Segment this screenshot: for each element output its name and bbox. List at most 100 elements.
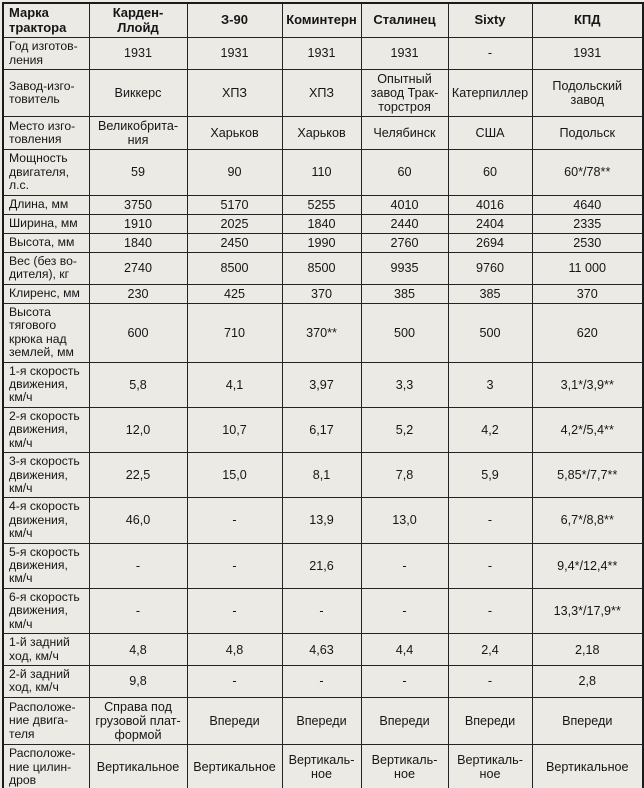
data-cell: 2530 bbox=[531, 232, 644, 253]
data-cell: Впереди bbox=[186, 696, 283, 746]
data-cell: 370** bbox=[281, 302, 362, 363]
row-label: Клиренс, мм bbox=[2, 283, 90, 304]
data-cell: - bbox=[186, 587, 283, 635]
data-cell: 1931 bbox=[88, 37, 188, 70]
data-cell: Вертикаль­ное bbox=[360, 744, 449, 788]
data-cell: 710 bbox=[186, 302, 283, 363]
data-cell: 7,8 bbox=[360, 452, 449, 499]
row-label: Ширина, мм bbox=[2, 213, 90, 234]
table-row: Вес (без во­дителя), кг 2740 8500 8500 9935 9… bbox=[2, 251, 644, 285]
data-cell: - bbox=[186, 497, 283, 544]
data-cell: 8500 bbox=[281, 251, 362, 285]
data-cell: 1931 bbox=[531, 37, 644, 70]
table-row: Расположе­ние цилин­дров Вертикаль­ное Вер… bbox=[2, 744, 644, 788]
data-cell: 3,97 bbox=[281, 361, 362, 408]
data-cell: 500 bbox=[447, 302, 533, 363]
data-cell: 3,3 bbox=[360, 361, 449, 408]
data-cell: 90 bbox=[186, 149, 283, 196]
data-cell: 110 bbox=[281, 149, 362, 196]
data-cell: 600 bbox=[88, 302, 188, 363]
data-cell: Великобрита­ния bbox=[88, 116, 188, 151]
data-cell: ХПЗ bbox=[186, 68, 283, 118]
row-label: 3-я скорость движения, км/ч bbox=[2, 452, 90, 499]
data-cell: 1990 bbox=[281, 232, 362, 253]
header-row: Марка трактора Карден-Ллойд З-90 Коминтерн С… bbox=[2, 2, 644, 39]
data-cell: 4,63 bbox=[281, 633, 362, 667]
data-cell: 4016 bbox=[447, 194, 533, 215]
data-cell: 4640 bbox=[531, 194, 644, 215]
data-cell: 59 bbox=[88, 149, 188, 196]
data-cell: - bbox=[88, 542, 188, 589]
data-cell: 2440 bbox=[360, 213, 449, 234]
data-cell: 1910 bbox=[88, 213, 188, 234]
row-label: Длина, мм bbox=[2, 194, 90, 215]
data-cell: 2,4 bbox=[447, 633, 533, 667]
data-cell: 3,1*/3,9** bbox=[531, 361, 644, 408]
data-cell: 13,3*/17,9** bbox=[531, 587, 644, 635]
data-cell: 1931 bbox=[281, 37, 362, 70]
data-cell: - bbox=[360, 542, 449, 589]
data-cell: 5,8 bbox=[88, 361, 188, 408]
row-label: Завод-изго­товитель bbox=[2, 68, 90, 118]
row-label: Высота тягового крюка над землей, мм bbox=[2, 302, 90, 363]
data-cell: 2404 bbox=[447, 213, 533, 234]
table-row: Ширина, мм 1910 2025 1840 2440 2404 2335 bbox=[2, 213, 644, 234]
data-cell: Катерпил­лер bbox=[447, 68, 533, 118]
data-cell: 2,18 bbox=[531, 633, 644, 667]
table-row: Клиренс, мм 230 425 370 385 385 370 bbox=[2, 283, 644, 304]
data-cell: - bbox=[281, 587, 362, 635]
data-cell: 4,2 bbox=[447, 406, 533, 454]
data-cell: - bbox=[88, 587, 188, 635]
data-cell: 10,7 bbox=[186, 406, 283, 454]
data-cell: 5255 bbox=[281, 194, 362, 215]
data-cell: 1931 bbox=[186, 37, 283, 70]
column-header: КПД bbox=[531, 2, 644, 39]
data-cell: 4,1 bbox=[186, 361, 283, 408]
data-cell: 12,0 bbox=[88, 406, 188, 454]
row-label: Вес (без во­дителя), кг bbox=[2, 251, 90, 285]
data-cell: США bbox=[447, 116, 533, 151]
table-row: Длина, мм 3750 5170 5255 4010 4016 4640 bbox=[2, 194, 644, 215]
data-cell: - bbox=[447, 587, 533, 635]
data-cell: 425 bbox=[186, 283, 283, 304]
data-cell: Опытный завод Трак­торстроя bbox=[360, 68, 449, 118]
data-cell: 5170 bbox=[186, 194, 283, 215]
data-cell: 60 bbox=[360, 149, 449, 196]
data-cell: Вертикаль­ное bbox=[281, 744, 362, 788]
column-header: Сталинец bbox=[360, 2, 449, 39]
data-cell: - bbox=[447, 665, 533, 698]
data-cell: Харьков bbox=[281, 116, 362, 151]
data-cell: 5,85*/7,7** bbox=[531, 452, 644, 499]
data-cell: - bbox=[360, 587, 449, 635]
data-cell: - bbox=[186, 542, 283, 589]
table-row: 2-й задний ход, км/ч 9,8- - - -2,8 bbox=[2, 665, 644, 698]
data-cell: 8500 bbox=[186, 251, 283, 285]
table-row: 6-я скорость движения, км/ч - - - - -13,3*/17… bbox=[2, 587, 644, 635]
data-cell: 60 bbox=[447, 149, 533, 196]
data-cell: 2740 bbox=[88, 251, 188, 285]
data-cell: - bbox=[447, 37, 533, 70]
row-label: Год изготов­ления bbox=[2, 37, 90, 70]
data-cell: Виккерс bbox=[88, 68, 188, 118]
row-label: 1-я скорость движения, км/ч bbox=[2, 361, 90, 408]
table-row: Мощность двигателя, л.с. 59 90 110 60 60 60*/7… bbox=[2, 149, 644, 196]
column-header: Карден-Ллойд bbox=[88, 2, 188, 39]
row-label: Место изго­товления bbox=[2, 116, 90, 151]
data-cell: 46,0 bbox=[88, 497, 188, 544]
data-cell: 6,17 bbox=[281, 406, 362, 454]
row-label: Мощность двигателя, л.с. bbox=[2, 149, 90, 196]
table-row: 5-я скорость движения, км/ч - -21,6- -9,4*/… bbox=[2, 542, 644, 589]
data-cell: - bbox=[447, 542, 533, 589]
data-cell: Впереди bbox=[447, 696, 533, 746]
data-cell: 21,6 bbox=[281, 542, 362, 589]
data-cell: 620 bbox=[531, 302, 644, 363]
data-cell: Впереди bbox=[531, 696, 644, 746]
data-cell: 9760 bbox=[447, 251, 533, 285]
data-cell: Справа под грузовой плат­формой bbox=[88, 696, 188, 746]
table-row: Расположе­ние двига­теля Справа под грузо… bbox=[2, 696, 644, 746]
data-cell: 9,4*/12,4** bbox=[531, 542, 644, 589]
data-cell: 370 bbox=[531, 283, 644, 304]
data-cell: 2,8 bbox=[531, 665, 644, 698]
